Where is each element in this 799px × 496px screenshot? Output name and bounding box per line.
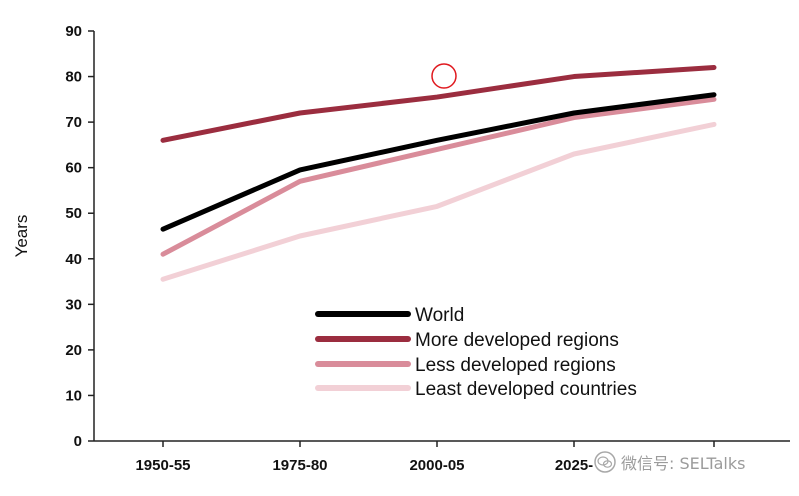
y-tick-label: 70	[65, 114, 82, 131]
x-axis: 1950-55 1975-80 2000-05 2025-	[94, 440, 790, 474]
series-line-more-developed-regions	[160, 64, 717, 143]
y-tick-label: 20	[65, 342, 82, 359]
legend-label-least-developed-countries: Least developed countries	[415, 379, 637, 400]
y-tick-label: 0	[74, 433, 82, 450]
watermark-text: 微信号: SELTalks	[621, 454, 746, 473]
x-tick-label: 2000-05	[409, 457, 464, 474]
y-tick-label: 60	[65, 160, 82, 177]
x-tick-label: 1950-55	[135, 457, 190, 474]
y-tick-label: 90	[65, 23, 82, 40]
x-tick-label: 2025-	[555, 457, 593, 474]
annotation	[431, 63, 457, 89]
wechat-icon	[594, 451, 616, 473]
y-tick-label: 30	[65, 296, 82, 313]
y-axis-title: Years	[12, 215, 31, 258]
y-axis: 0 10 20 30 40 50 60 70 80 90 Years	[12, 23, 95, 450]
series-line-world	[160, 92, 717, 232]
y-tick-label: 80	[65, 69, 82, 86]
legend-label-less-developed-regions: Less developed regions	[415, 355, 616, 376]
legend-label-world: World	[415, 305, 464, 326]
series-lines	[160, 64, 717, 282]
y-tick-label: 40	[65, 251, 82, 268]
annotation-circle	[431, 63, 457, 89]
y-tick-label: 10	[65, 387, 82, 404]
legend: World More developed regions Less develope…	[315, 305, 637, 400]
y-tick-label: 50	[65, 205, 82, 222]
series-line-less-developed-regions	[160, 96, 717, 257]
x-tick-label: 1975-80	[272, 457, 327, 474]
watermark: 微信号: SELTalks	[594, 450, 745, 474]
legend-label-more-developed-regions: More developed regions	[415, 330, 619, 351]
series-line-least-developed-countries	[160, 121, 717, 282]
